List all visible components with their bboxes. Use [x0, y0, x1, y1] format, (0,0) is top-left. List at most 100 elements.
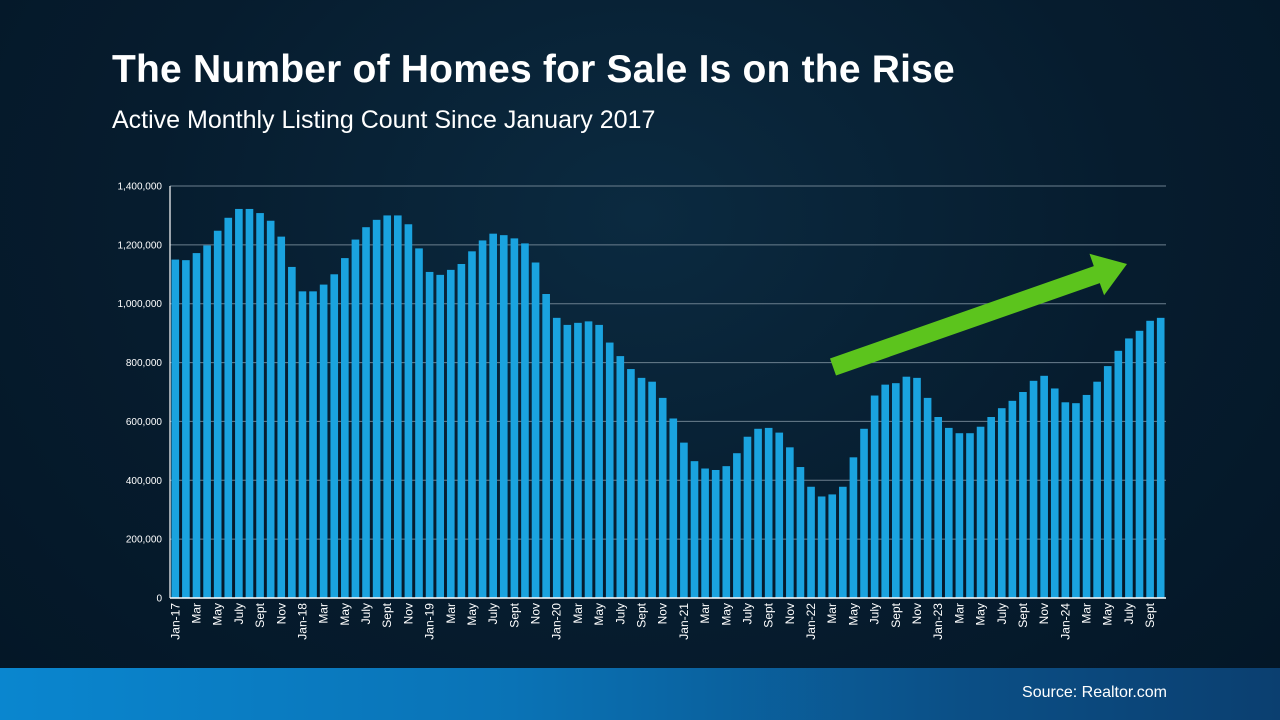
x-tick-label: Jan-22: [804, 603, 818, 640]
x-tick-label: Jan-21: [677, 603, 691, 640]
bar: [913, 377, 921, 598]
bar: [436, 274, 445, 598]
bar: [319, 284, 328, 598]
x-tick-label: Mar: [1080, 603, 1094, 624]
bar: [574, 322, 582, 598]
bar: [807, 486, 815, 598]
bar: [266, 220, 275, 599]
x-tick-label: May: [465, 603, 479, 626]
x-tick-label: Sept: [1016, 602, 1030, 627]
x-tick-label: July: [740, 603, 754, 624]
bar: [796, 467, 805, 598]
bar: [404, 224, 413, 598]
bar: [955, 433, 964, 598]
bar: [902, 376, 911, 598]
bar: [733, 453, 741, 598]
x-tick-label: July: [613, 603, 627, 624]
bar: [182, 260, 190, 598]
bar: [1093, 381, 1101, 598]
x-tick-label: May: [338, 603, 352, 626]
bar: [1072, 403, 1080, 598]
x-tick-label: Nov: [1037, 603, 1051, 624]
bar: [203, 245, 211, 598]
bar: [701, 468, 709, 598]
bar: [521, 243, 529, 598]
bar: [669, 418, 678, 598]
y-tick-label: 1,000,000: [118, 299, 163, 310]
bar: [711, 469, 720, 598]
bar: [446, 269, 455, 598]
bar: [1146, 320, 1154, 598]
bar: [171, 259, 180, 598]
bar: [828, 494, 837, 598]
x-tick-label: Jan-17: [168, 603, 182, 640]
source-label: Source: Realtor.com: [1022, 684, 1167, 701]
y-tick-label: 1,400,000: [118, 182, 163, 193]
bar: [786, 447, 794, 598]
bar: [393, 215, 402, 598]
bar: [552, 317, 561, 598]
page-subtitle: Active Monthly Listing Count Since Janua…: [112, 106, 656, 134]
x-tick-label: Sept: [762, 602, 776, 627]
bar: [468, 251, 476, 598]
bar-chart: 0 200,000 400,000 600,000 800,000 1,000,000 1,…: [118, 182, 1166, 640]
y-tick-label: 800,000: [126, 358, 163, 369]
bar: [595, 324, 603, 598]
bar: [499, 235, 508, 598]
bar: [743, 436, 752, 598]
x-tick-label: Sept: [889, 602, 903, 627]
bar: [817, 496, 826, 598]
x-tick-label: July: [1122, 603, 1136, 624]
bar: [987, 417, 995, 598]
bar: [584, 321, 593, 598]
y-tick-label: 600,000: [126, 417, 163, 428]
bar: [605, 342, 614, 598]
bar: [1008, 400, 1017, 598]
x-tick-label: May: [846, 603, 860, 626]
bar: [1040, 375, 1048, 598]
bar: [288, 266, 296, 598]
bar: [362, 227, 370, 598]
bar: [1061, 402, 1070, 598]
x-tick-label: May: [211, 603, 225, 626]
x-tick-label: Nov: [401, 603, 415, 624]
bar: [870, 395, 879, 598]
x-tick-label: Sept: [1143, 602, 1157, 627]
bar: [372, 219, 381, 598]
bar: [860, 428, 868, 598]
x-tick-label: July: [232, 603, 246, 624]
y-tick-label: 1,200,000: [118, 240, 163, 251]
x-tick-label: Jan-24: [1058, 603, 1072, 640]
bar: [351, 239, 360, 598]
bar: [997, 408, 1006, 598]
x-tick-label: July: [359, 603, 373, 624]
bar: [648, 381, 656, 598]
trend-arrow-icon: [830, 253, 1127, 376]
bar: [616, 356, 625, 598]
x-tick-label: Jan-18: [295, 603, 309, 640]
bar: [478, 240, 487, 598]
bar: [966, 433, 974, 598]
bar: [256, 213, 264, 598]
x-tick-label: May: [1101, 603, 1115, 626]
x-tick-label: Mar: [825, 603, 839, 624]
x-tick-label: Sept: [253, 602, 267, 627]
bar: [722, 466, 731, 598]
bar: [1103, 366, 1112, 598]
bar: [542, 294, 550, 598]
y-tick-label: 200,000: [126, 535, 163, 546]
bar: [934, 417, 943, 598]
x-tick-label: May: [592, 603, 606, 626]
bar: [192, 253, 201, 598]
bar: [891, 383, 900, 598]
x-tick-label: July: [486, 603, 500, 624]
bar: [330, 274, 339, 598]
bar: [1135, 330, 1144, 598]
bar: [298, 291, 307, 598]
x-tick-label: Sept: [635, 602, 649, 627]
bar: [277, 236, 286, 598]
bar: [1019, 392, 1027, 598]
x-tick-label: Sept: [507, 602, 521, 627]
x-tick-label: Nov: [274, 603, 288, 624]
bar: [1050, 388, 1059, 598]
